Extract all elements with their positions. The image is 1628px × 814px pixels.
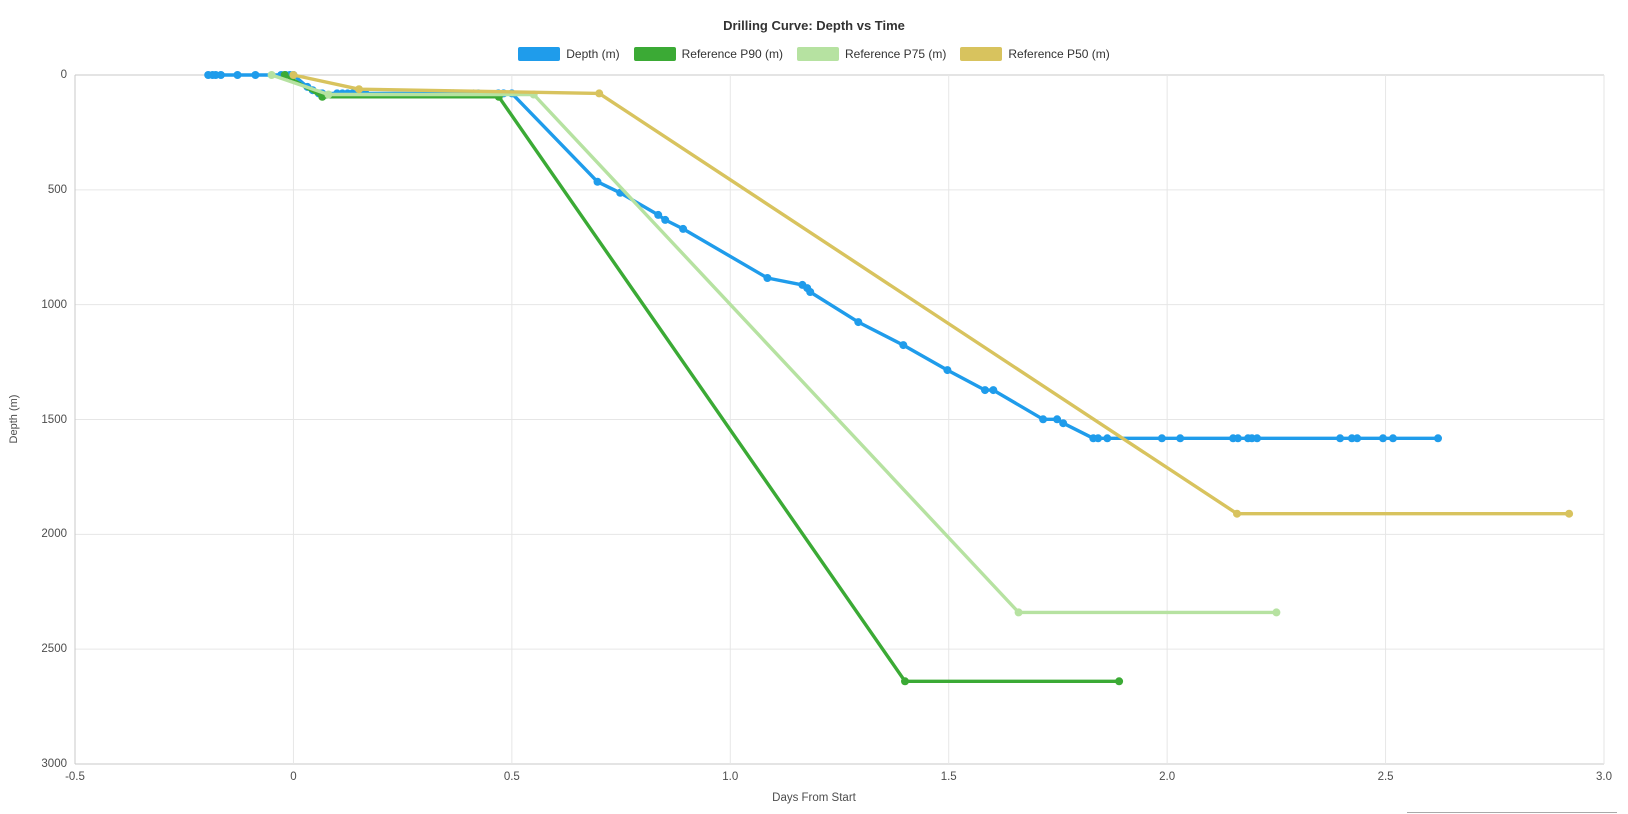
series-depth-m bbox=[204, 71, 1442, 443]
data-point-marker bbox=[806, 288, 815, 296]
data-point-marker bbox=[1272, 608, 1281, 617]
data-point-marker bbox=[1039, 415, 1048, 424]
data-point-marker bbox=[943, 366, 952, 375]
data-point-marker bbox=[981, 386, 989, 395]
data-point-marker bbox=[289, 71, 298, 79]
data-point-marker bbox=[1353, 434, 1362, 443]
data-point-marker bbox=[654, 210, 663, 219]
legend-item-reference-p75-m[interactable]: Reference P75 (m) bbox=[796, 47, 947, 61]
data-point-marker bbox=[1389, 434, 1397, 443]
data-point-marker bbox=[1014, 608, 1023, 617]
legend-label: Depth (m) bbox=[566, 47, 620, 61]
x-tick-label: 0.5 bbox=[503, 771, 520, 783]
y-tick-label: 2500 bbox=[41, 643, 67, 656]
y-tick-label: 3000 bbox=[41, 758, 67, 770]
data-point-marker bbox=[1336, 434, 1345, 443]
data-point-marker bbox=[679, 224, 688, 233]
data-point-marker bbox=[1233, 509, 1241, 518]
data-point-marker bbox=[1565, 509, 1574, 518]
data-point-marker bbox=[901, 677, 909, 686]
legend-color-swatch bbox=[633, 47, 676, 61]
x-tick-label: 3.0 bbox=[1596, 771, 1612, 783]
data-point-marker bbox=[1379, 434, 1387, 443]
series-line bbox=[283, 73, 1120, 683]
y-tick-label: 1000 bbox=[41, 298, 67, 311]
legend-color-swatch bbox=[960, 47, 1003, 61]
data-point-marker bbox=[216, 71, 225, 79]
data-point-marker bbox=[233, 71, 242, 79]
series-line bbox=[293, 73, 1570, 516]
data-point-marker bbox=[899, 341, 908, 350]
data-point-marker bbox=[1115, 677, 1124, 686]
x-axis-title: Days From Start bbox=[772, 792, 856, 804]
data-point-marker bbox=[1176, 434, 1185, 443]
legend-item-depth-m[interactable]: Depth (m) bbox=[518, 47, 620, 61]
legend-color-swatch bbox=[796, 47, 839, 61]
legend-item-reference-p90-m[interactable]: Reference P90 (m) bbox=[633, 47, 783, 61]
data-point-marker bbox=[1157, 434, 1166, 443]
data-point-marker bbox=[1053, 415, 1062, 424]
series-line bbox=[208, 73, 1438, 440]
series-reference-p75-m bbox=[267, 71, 1281, 617]
legend-label: Reference P90 (m) bbox=[681, 47, 783, 61]
data-point-marker bbox=[1059, 419, 1068, 428]
data-point-marker bbox=[593, 177, 602, 186]
series-reference-p50-m bbox=[289, 71, 1574, 518]
data-point-marker bbox=[355, 85, 363, 94]
data-point-marker bbox=[1434, 434, 1442, 443]
legend-color-swatch bbox=[518, 47, 561, 61]
data-point-marker bbox=[1103, 434, 1112, 443]
y-tick-label: 500 bbox=[47, 183, 67, 196]
legend-item-reference-p50-m[interactable]: Reference P50 (m) bbox=[960, 47, 1110, 61]
y-tick-label: 2000 bbox=[41, 528, 67, 541]
legend-label: Reference P75 (m) bbox=[844, 47, 947, 61]
data-point-marker bbox=[1253, 434, 1262, 443]
x-tick-label: 0 bbox=[290, 771, 297, 783]
x-tick-label: 1.5 bbox=[940, 771, 957, 783]
data-point-marker bbox=[661, 215, 670, 224]
x-tick-label: 2.0 bbox=[1159, 771, 1176, 783]
y-tick-label: 0 bbox=[60, 69, 67, 81]
data-point-marker bbox=[267, 71, 276, 79]
legend: Depth (m) Reference P90 (m) Reference P75 … bbox=[0, 47, 1628, 61]
data-point-marker bbox=[324, 90, 333, 99]
data-point-marker bbox=[251, 71, 260, 79]
series-reference-p90-m bbox=[280, 71, 1124, 686]
data-point-marker bbox=[280, 71, 289, 79]
y-tick-label: 1500 bbox=[41, 413, 67, 426]
chart-title: Drilling Curve: Depth vs Time bbox=[723, 18, 905, 33]
x-tick-label: 2.5 bbox=[1377, 771, 1394, 783]
legend-label: Reference P50 (m) bbox=[1008, 47, 1110, 61]
x-tick-label: 1.0 bbox=[722, 771, 739, 783]
footer-divider-line bbox=[1407, 812, 1617, 813]
data-point-marker bbox=[595, 89, 604, 98]
x-tick-label: -0.5 bbox=[65, 771, 85, 783]
data-point-marker bbox=[854, 318, 863, 327]
series-line bbox=[271, 73, 1277, 615]
data-point-marker bbox=[989, 386, 998, 395]
data-point-marker bbox=[1233, 434, 1242, 443]
y-axis-title: Depth (m) bbox=[8, 394, 20, 444]
data-point-marker bbox=[763, 274, 772, 282]
data-point-marker bbox=[1094, 434, 1103, 443]
